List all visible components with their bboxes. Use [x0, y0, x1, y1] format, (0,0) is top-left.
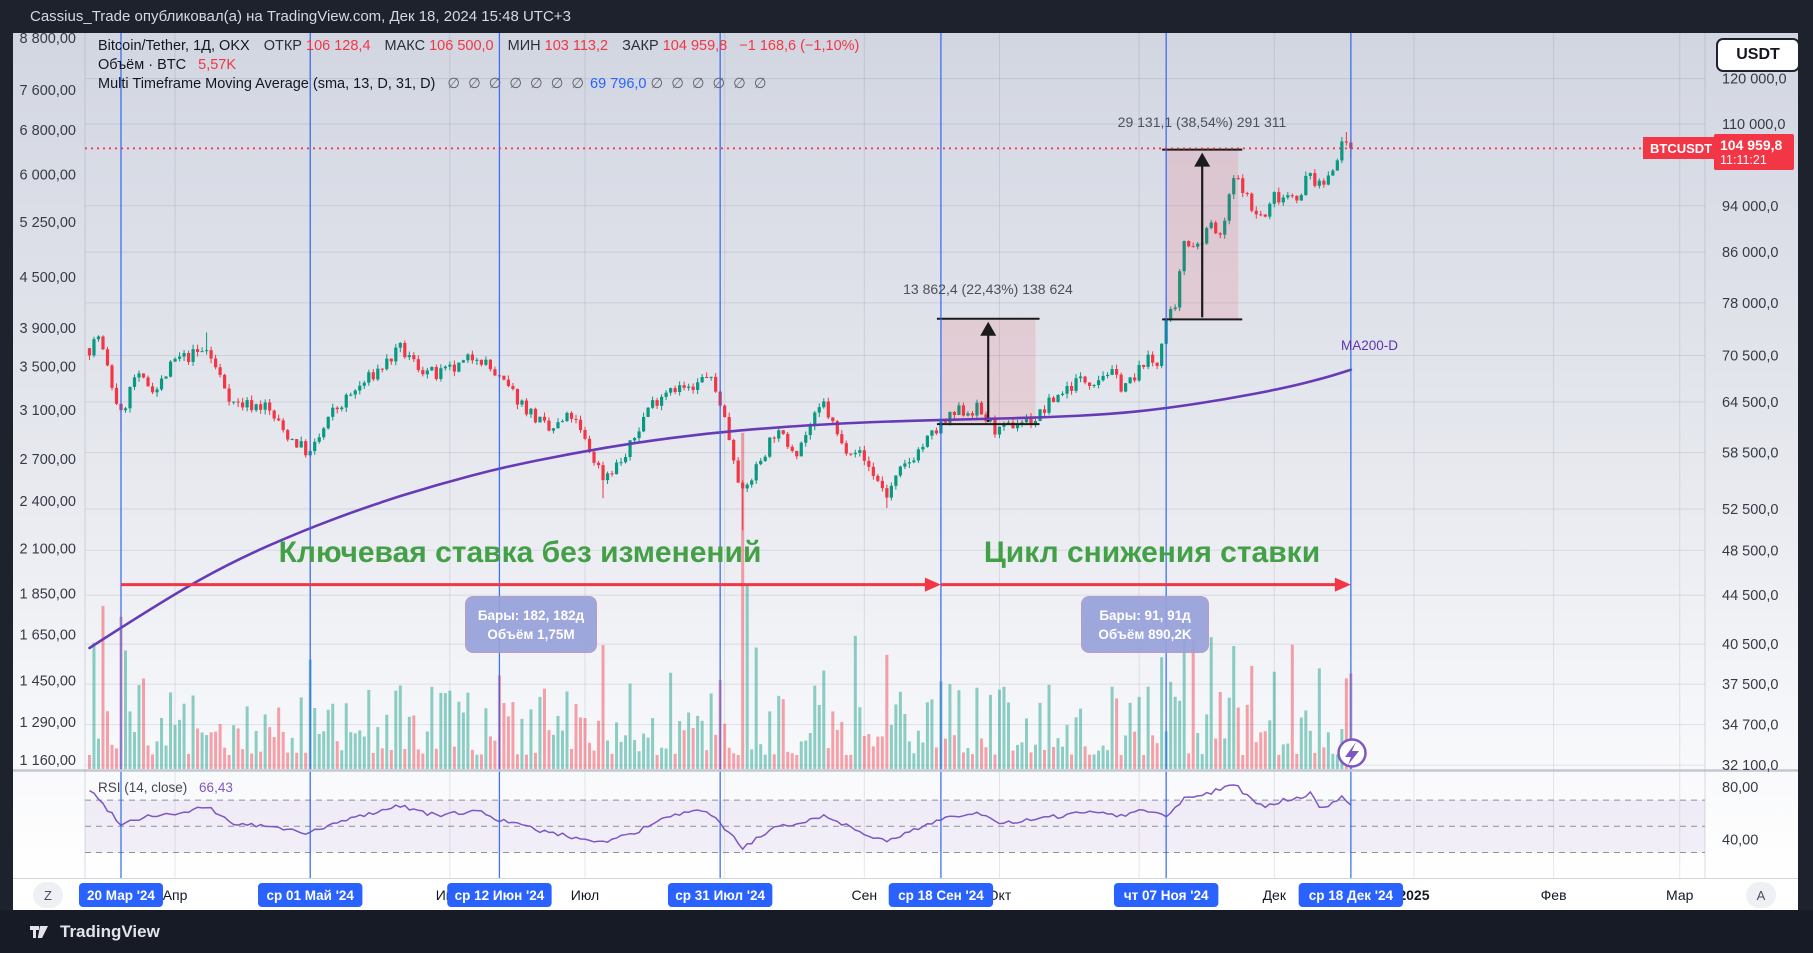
mtf-title[interactable]: Multi Timeframe Moving Average (sma, 13,…	[98, 76, 436, 92]
legend-volume-row: Объём · BTC 5,57K	[98, 56, 859, 75]
zoom-out-button[interactable]: Z	[33, 882, 63, 908]
mtf-empty-suffix: ∅ ∅ ∅ ∅ ∅ ∅	[650, 76, 769, 92]
date-range-tooltip-2[interactable]: Бары: 91, 91д Объём 890,2K	[1081, 596, 1209, 653]
header-title: Cassius_Trade опубликовал(а) на TradingV…	[30, 8, 571, 25]
chart-legend: Bitcoin/Tether, 1Д, OKX ОТКР 106 128,4 М…	[98, 37, 859, 94]
annotation-phase1[interactable]: Ключевая ставка без изменений	[278, 536, 762, 569]
legend-mtf-row: Multi Timeframe Moving Average (sma, 13,…	[98, 75, 859, 94]
range2-bars: Бары: 91, 91д	[1099, 607, 1191, 623]
footer-bar: TradingView	[0, 910, 1813, 953]
close-value: 104 959,8	[662, 38, 728, 54]
high-value: 106 500,0	[429, 38, 494, 54]
date-range-tooltip-1[interactable]: Бары: 182, 182д Объём 1,75M	[465, 596, 597, 653]
mtf-value: 69 796,0	[590, 76, 647, 92]
low-value: 103 113,2	[544, 38, 609, 54]
low-label: МИН	[507, 38, 541, 54]
brand-name[interactable]: TradingView	[60, 921, 160, 941]
change-value: −1 168,6 (−1,10%)	[739, 38, 860, 54]
auto-scale-button[interactable]: A	[1746, 882, 1776, 908]
currency-toggle-button[interactable]: USDT	[1716, 38, 1800, 72]
rsi-legend: RSI (14, close) 66,43	[98, 780, 233, 795]
close-label: ЗАКР	[622, 38, 659, 54]
share-header: Cassius_Trade опубликовал(а) на TradingV…	[0, 0, 1813, 33]
last-price-label: 104 959,8 11:11:21	[1714, 134, 1794, 170]
ma200-label: MA200-D	[1341, 338, 1399, 353]
volume-title[interactable]: Объём · BTC	[98, 57, 187, 73]
symbol-title[interactable]: Bitcoin/Tether, 1Д, OKX	[98, 38, 250, 54]
last-price-value: 104 959,8	[1720, 137, 1783, 153]
legend-symbol-row: Bitcoin/Tether, 1Д, OKX ОТКР 106 128,4 М…	[98, 37, 859, 56]
mtf-empty-prefix: ∅ ∅ ∅ ∅ ∅ ∅ ∅	[447, 76, 587, 92]
tradingview-logo-icon[interactable]	[28, 921, 50, 943]
time-axis[interactable]	[13, 878, 1798, 911]
price-range-label-2[interactable]: 29 131,1 (38,54%) 291 311	[1117, 114, 1287, 130]
right-edge-strip	[1798, 33, 1813, 910]
left-edge-strip	[0, 33, 13, 910]
symbol-price-badge: BTCUSDT	[1643, 137, 1720, 159]
open-label: ОТКР	[263, 38, 302, 54]
range2-volume: Объём 890,2K	[1098, 626, 1192, 642]
chart-background	[13, 33, 1798, 878]
price-range-label-1[interactable]: 13 862,4 (22,43%) 138 624	[903, 281, 1073, 297]
annotation-phase2[interactable]: Цикл снижения ставки	[983, 536, 1321, 569]
range1-bars: Бары: 182, 182д	[477, 607, 585, 623]
rsi-title[interactable]: RSI (14, close)	[98, 780, 188, 795]
open-value: 106 128,4	[306, 38, 371, 54]
rsi-value: 66,43	[199, 780, 233, 795]
volume-value: 5,57K	[198, 57, 237, 73]
range1-volume: Объём 1,75M	[487, 626, 575, 642]
high-label: МАКС	[384, 38, 426, 54]
bar-countdown: 11:11:21	[1720, 153, 1767, 167]
